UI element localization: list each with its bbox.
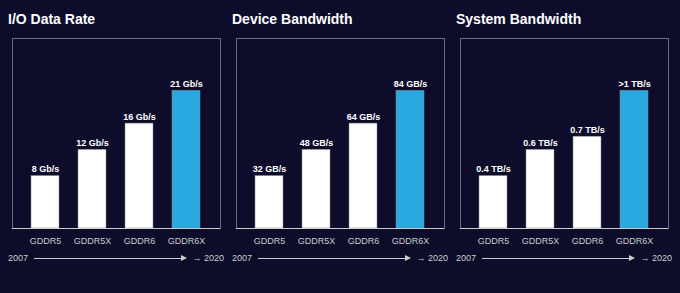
- svg-text:84 GB/s: 84 GB/s: [394, 79, 428, 89]
- html-text:2007: 2007: [456, 253, 476, 263]
- svg-text:GDDR6: GDDR6: [348, 236, 380, 246]
- svg-text:12 Gb/s: 12 Gb/s: [76, 138, 109, 148]
- svg-text:0.6 TB/s: 0.6 TB/s: [523, 138, 558, 148]
- svg-text:GDDR6: GDDR6: [124, 236, 156, 246]
- html-text:→ 2020: → 2020: [640, 253, 672, 263]
- svg-text:GDDR5X: GDDR5X: [298, 236, 336, 246]
- svg-text:GDDR5: GDDR5: [254, 236, 286, 246]
- svg-text:GDDR5X: GDDR5X: [522, 236, 560, 246]
- svg-text:GDDR6X: GDDR6X: [392, 236, 430, 246]
- html-text:Device Bandwidth: Device Bandwidth: [232, 11, 353, 27]
- svg-text:GDDR5X: GDDR5X: [74, 236, 112, 246]
- svg-text:>1 TB/s: >1 TB/s: [618, 79, 650, 89]
- html-text:→ 2020: → 2020: [192, 253, 224, 263]
- html-text:I/O Data Rate: I/O Data Rate: [8, 11, 96, 27]
- svg-text:GDDR6: GDDR6: [572, 236, 604, 246]
- svg-text:21 Gb/s: 21 Gb/s: [170, 79, 203, 89]
- svg-text:GDDR6X: GDDR6X: [616, 236, 654, 246]
- html-text:System Bandwidth: System Bandwidth: [456, 11, 582, 27]
- svg-text:0.7 TB/s: 0.7 TB/s: [570, 125, 605, 135]
- svg-text:0.4 TB/s: 0.4 TB/s: [476, 164, 511, 174]
- html-text:→ 2020: → 2020: [416, 253, 448, 263]
- svg-text:GDDR5: GDDR5: [30, 236, 62, 246]
- svg-text:64 GB/s: 64 GB/s: [347, 112, 381, 122]
- svg-text:48 GB/s: 48 GB/s: [300, 138, 334, 148]
- svg-text:GDDR5: GDDR5: [478, 236, 510, 246]
- svg-text:GDDR6X: GDDR6X: [168, 236, 206, 246]
- svg-text:16 Gb/s: 16 Gb/s: [123, 112, 156, 122]
- html-text:2007: 2007: [232, 253, 252, 263]
- svg-text:8 Gb/s: 8 Gb/s: [32, 164, 60, 174]
- svg-text:32 GB/s: 32 GB/s: [253, 164, 287, 174]
- html-text:2007: 2007: [8, 253, 28, 263]
